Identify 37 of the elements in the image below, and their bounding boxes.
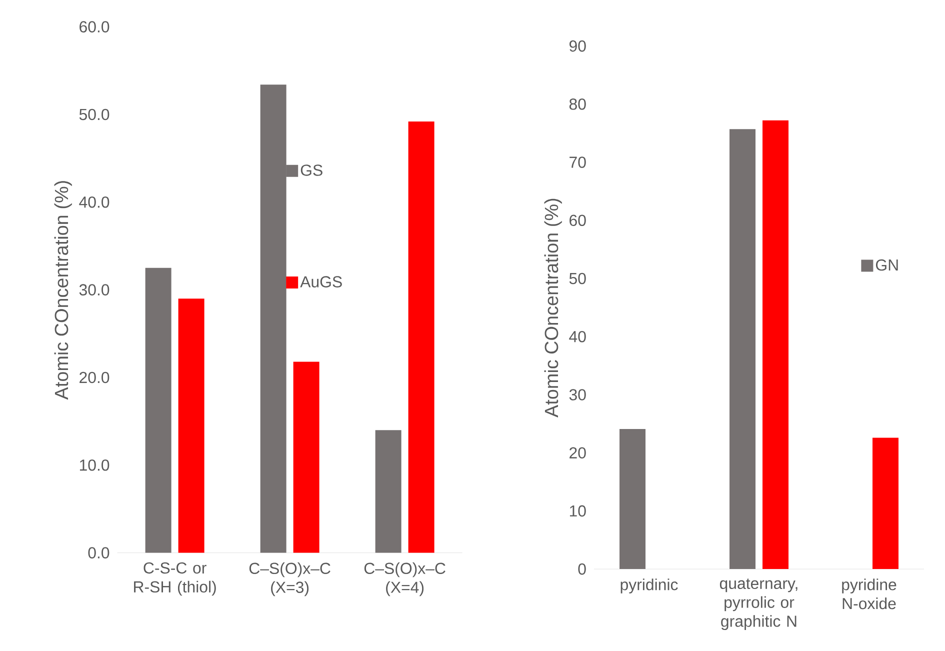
bar (178, 298, 204, 553)
y-tick-label: 50.0 (79, 108, 110, 120)
y-tick-label: 80 (569, 98, 586, 110)
x-tick-label: quaternary, pyrrolic or graphitic N (720, 578, 798, 630)
y-tick-label: 30.0 (79, 284, 110, 296)
bar (620, 429, 646, 570)
bar (872, 438, 898, 570)
x-tick-label: pyridinic (620, 578, 678, 594)
bar (145, 268, 172, 553)
y-tick-label: 60.0 (80, 21, 110, 32)
y-tick-label: 50 (569, 272, 586, 284)
y-tick-label: 0 (578, 563, 586, 575)
y-axis-title: Atomic COncentration (%) (544, 198, 562, 418)
y-tick-label: 60 (570, 214, 586, 226)
y-tick-label: 20 (570, 447, 586, 458)
x-tick-label: C–S(O)x–C (X=3) (249, 562, 330, 596)
y-tick-label: 10.0 (80, 459, 110, 471)
x-tick-label: pyridine N-oxide (842, 578, 896, 610)
x-tick-label: C–S(O)x–C (X=4) (364, 562, 446, 596)
y-tick-label: 70 (570, 156, 586, 168)
legend-label: GN (876, 259, 898, 271)
bar (293, 362, 320, 553)
y-tick-label: 40.0 (79, 196, 110, 208)
bar (375, 430, 402, 553)
y-tick-label: 10 (570, 505, 586, 517)
legend-label: AuGS (300, 276, 342, 288)
y-tick-label: 0.0 (88, 547, 110, 558)
y-axis-title: Atomic COncentration (%) (54, 181, 72, 400)
y-tick-label: 30 (569, 389, 586, 400)
y-tick-label: 40 (569, 330, 586, 342)
bar (408, 121, 434, 553)
legend-label: GS (300, 164, 322, 176)
y-tick-label: 20.0 (80, 372, 110, 384)
y-tick-label: 90 (570, 40, 586, 52)
bar (762, 120, 788, 570)
x-tick-label: C-S-C or R-SH (thiol) (134, 562, 216, 596)
bar (730, 129, 756, 570)
